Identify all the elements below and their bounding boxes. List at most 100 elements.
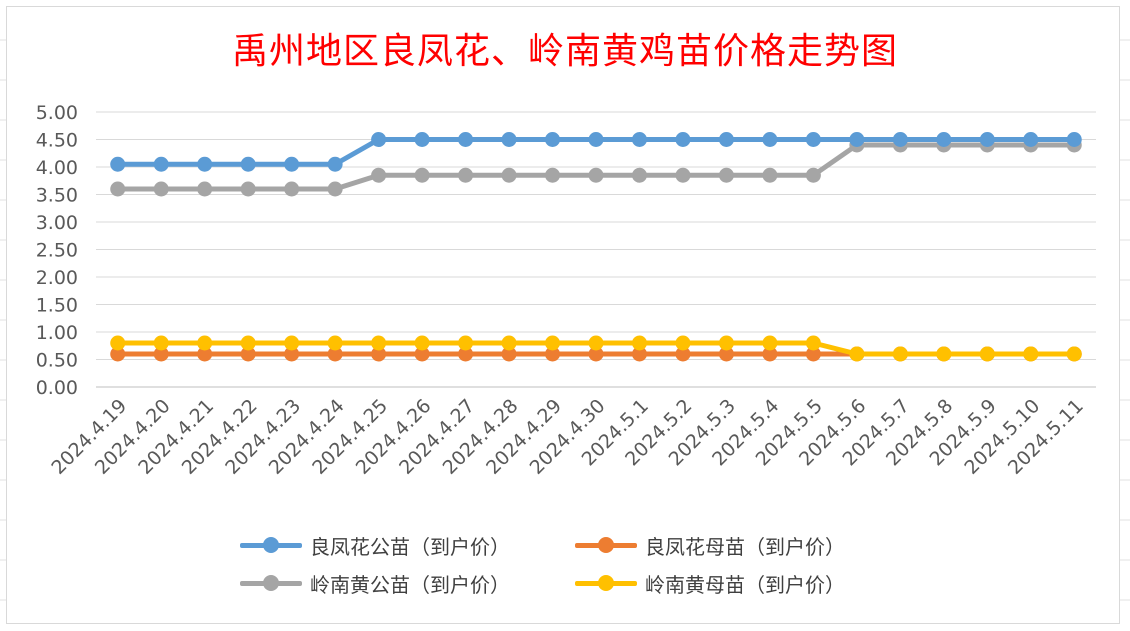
data-point-series-3 bbox=[414, 167, 430, 183]
data-point-series-2 bbox=[762, 346, 778, 362]
data-point-series-1 bbox=[545, 132, 561, 147]
data-point-series-2 bbox=[153, 346, 169, 362]
legend-swatch-series-2 bbox=[575, 530, 637, 560]
data-point-series-3 bbox=[588, 167, 604, 183]
data-point-series-1 bbox=[805, 132, 821, 147]
data-point-series-2 bbox=[197, 346, 213, 362]
data-point-series-4 bbox=[240, 335, 256, 351]
data-point-series-1 bbox=[327, 156, 343, 172]
data-point-series-4 bbox=[849, 346, 865, 362]
data-point-series-1 bbox=[371, 132, 387, 147]
data-point-series-2 bbox=[284, 346, 300, 362]
y-tick-label: 2.50 bbox=[36, 240, 78, 262]
data-point-series-1 bbox=[197, 156, 213, 172]
data-point-series-2 bbox=[675, 346, 691, 362]
data-point-series-1 bbox=[718, 132, 734, 147]
data-point-series-1 bbox=[762, 132, 778, 147]
data-point-series-3 bbox=[284, 181, 300, 197]
legend-label-series-3: 岭南黄公苗（到户价） bbox=[310, 572, 510, 597]
data-point-series-2 bbox=[371, 346, 387, 362]
data-point-series-3 bbox=[153, 181, 169, 197]
data-point-series-3 bbox=[240, 181, 256, 197]
data-point-series-2 bbox=[631, 346, 647, 362]
data-point-series-2 bbox=[458, 346, 474, 362]
data-point-series-3 bbox=[545, 167, 561, 183]
y-tick-label: 5.00 bbox=[36, 102, 78, 124]
legend-swatch-series-1 bbox=[240, 530, 302, 560]
y-tick-label: 1.50 bbox=[36, 295, 78, 317]
data-point-series-3 bbox=[805, 167, 821, 183]
data-point-series-4 bbox=[762, 335, 778, 351]
data-point-series-1 bbox=[153, 156, 169, 172]
data-point-series-4 bbox=[414, 335, 430, 351]
legend-item-series-1[interactable]: 良凤花公苗（到户价） bbox=[240, 530, 510, 560]
data-point-series-4 bbox=[892, 346, 908, 362]
data-point-series-1 bbox=[414, 132, 430, 147]
data-point-series-4 bbox=[501, 335, 517, 351]
data-point-series-2 bbox=[501, 346, 517, 362]
data-point-series-2 bbox=[805, 346, 821, 362]
data-point-series-2 bbox=[414, 346, 430, 362]
data-point-series-2 bbox=[718, 346, 734, 362]
data-point-series-1 bbox=[588, 132, 604, 147]
legend-swatch-series-3 bbox=[240, 568, 302, 598]
data-point-series-1 bbox=[284, 156, 300, 172]
y-tick-label: 4.50 bbox=[36, 130, 78, 152]
data-point-series-4 bbox=[545, 335, 561, 351]
data-point-series-4 bbox=[153, 335, 169, 351]
data-point-series-2 bbox=[110, 346, 126, 362]
legend-item-series-3[interactable]: 岭南黄公苗（到户价） bbox=[240, 568, 510, 598]
data-point-series-2 bbox=[327, 346, 343, 362]
data-point-series-1 bbox=[501, 132, 517, 147]
legend-item-series-2[interactable]: 良凤花母苗（到户价） bbox=[575, 530, 845, 560]
data-point-series-3 bbox=[197, 181, 213, 197]
data-point-series-1 bbox=[1066, 132, 1082, 147]
legend-label-series-2: 良凤花母苗（到户价） bbox=[645, 534, 845, 559]
data-point-series-3 bbox=[631, 167, 647, 183]
line-chart: 0.00 0.50 1.00 1.50 2.00 2.50 3.00 3.50 4.00 4.50… bbox=[36, 102, 1096, 479]
data-point-series-1 bbox=[1023, 132, 1039, 147]
data-point-series-4 bbox=[675, 335, 691, 351]
y-tick-label: 2.00 bbox=[36, 267, 78, 289]
data-point-series-3 bbox=[371, 167, 387, 183]
data-point-series-1 bbox=[936, 132, 952, 147]
data-point-series-3 bbox=[501, 167, 517, 183]
data-point-series-2 bbox=[240, 346, 256, 362]
data-point-series-2 bbox=[588, 346, 604, 362]
data-point-series-4 bbox=[1066, 346, 1082, 362]
data-point-series-4 bbox=[718, 335, 734, 351]
chart-frame bbox=[6, 6, 1120, 624]
y-tick-label: 0.50 bbox=[36, 350, 78, 372]
data-point-series-3 bbox=[675, 167, 691, 183]
legend-label-series-1: 良凤花公苗（到户价） bbox=[310, 534, 510, 559]
data-point-series-3 bbox=[110, 181, 126, 197]
data-point-series-4 bbox=[458, 335, 474, 351]
legend-swatch-series-4 bbox=[575, 568, 637, 598]
data-point-series-4 bbox=[1023, 346, 1039, 362]
data-point-series-1 bbox=[892, 132, 908, 147]
data-point-series-3 bbox=[762, 167, 778, 183]
chart-legend: 良凤花公苗（到户价） 良凤花母苗（到户价） 岭南黄公苗（到户价） 岭南黄母苗（到… bbox=[240, 530, 920, 606]
data-point-series-4 bbox=[371, 335, 387, 351]
data-point-series-1 bbox=[240, 156, 256, 172]
legend-label-series-4: 岭南黄母苗（到户价） bbox=[645, 572, 845, 597]
data-point-series-4 bbox=[979, 346, 995, 362]
data-point-series-4 bbox=[631, 335, 647, 351]
data-point-series-4 bbox=[284, 335, 300, 351]
data-point-series-2 bbox=[545, 346, 561, 362]
data-point-series-4 bbox=[197, 335, 213, 351]
y-tick-label: 1.00 bbox=[36, 322, 78, 344]
y-tick-label: 3.00 bbox=[36, 212, 78, 234]
data-point-series-1 bbox=[631, 132, 647, 147]
data-point-series-3 bbox=[718, 167, 734, 183]
data-point-series-4 bbox=[110, 335, 126, 351]
data-point-series-4 bbox=[805, 335, 821, 351]
y-tick-label: 4.00 bbox=[36, 157, 78, 179]
y-tick-label: 3.50 bbox=[36, 185, 78, 207]
data-point-series-1 bbox=[979, 132, 995, 147]
data-point-series-3 bbox=[327, 181, 343, 197]
legend-item-series-4[interactable]: 岭南黄母苗（到户价） bbox=[575, 568, 845, 598]
data-point-series-1 bbox=[675, 132, 691, 147]
data-point-series-4 bbox=[936, 346, 952, 362]
data-point-series-4 bbox=[327, 335, 343, 351]
